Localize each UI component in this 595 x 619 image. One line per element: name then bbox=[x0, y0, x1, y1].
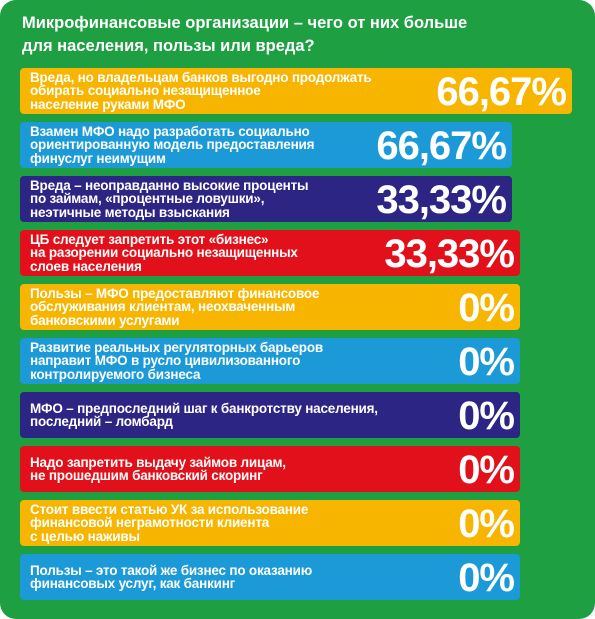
answer-line: финансовых услуг, как банкинг bbox=[30, 576, 236, 591]
answer-bar: ЦБ следует запретить этот «бизнес» на раз… bbox=[20, 230, 520, 276]
answer-line: обслуживания клиентам, неохваченным bbox=[30, 299, 296, 315]
answer-bar: Стоит ввести статью УК за использование ф… bbox=[20, 500, 520, 546]
answer-bar: Развитие реальных регуляторных барьеров н… bbox=[20, 338, 520, 384]
answer-line: Пользы – МФО предоставляют финансовое bbox=[30, 285, 320, 301]
answer-line: финуслуг неимущим bbox=[30, 150, 166, 166]
answer-text: Пользы – МФО предоставляют финансовое обс… bbox=[30, 284, 319, 330]
answer-line: финансовой неграмотности клиента bbox=[30, 515, 270, 531]
answer-line: Стоит ввести статью УК за использование bbox=[30, 501, 309, 517]
answer-line: контролируемого бизнеса bbox=[30, 366, 201, 382]
answer-text: Надо запретить выдачу займов лицам, не пр… bbox=[30, 446, 286, 492]
answer-line: с целью наживы bbox=[30, 528, 140, 544]
title-line: для населения, пользы или вреда? bbox=[22, 37, 315, 55]
answer-line: Развитие реальных регуляторных барьеров bbox=[30, 339, 323, 355]
answer-text: ЦБ следует запретить этот «бизнес» на раз… bbox=[30, 230, 298, 276]
answer-line: Вреда – неоправданно высокие проценты bbox=[30, 177, 309, 193]
answer-text: Стоит ввести статью УК за использование ф… bbox=[30, 500, 308, 546]
answer-line: МФО – предпоследний шаг к банкротству на… bbox=[30, 400, 378, 416]
title: Микрофинансовые организации – чего от ни… bbox=[22, 12, 467, 58]
answer-bar: Взамен МФО надо разработать социально ори… bbox=[20, 122, 512, 168]
answer-percent: 33,33% bbox=[384, 232, 515, 276]
answer-bar: Пользы – это такой же бизнес по оказанию… bbox=[20, 554, 520, 600]
answer-line: Надо запретить выдачу займов лицам, bbox=[30, 454, 286, 470]
answer-text: Взамен МФО надо разработать социально ори… bbox=[30, 122, 314, 168]
answer-percent: 0% bbox=[458, 502, 515, 546]
answer-line: Вреда, но владельцам банков выгодно прод… bbox=[30, 69, 372, 85]
answer-line: ориентированную модель предоставления bbox=[30, 137, 315, 153]
answer-text: Пользы – это такой же бизнес по оказанию… bbox=[30, 554, 312, 600]
answer-line: Взамен МФО надо разработать социально bbox=[30, 123, 310, 139]
answer-percent: 0% bbox=[458, 394, 515, 438]
answer-bar: Вреда – неоправданно высокие проценты по … bbox=[20, 176, 512, 222]
answer-line: обирать социально незащищенное bbox=[30, 83, 261, 99]
answer-percent: 0% bbox=[458, 448, 515, 492]
answer-text: Вреда, но владельцам банков выгодно прод… bbox=[30, 68, 372, 114]
answer-text: МФО – предпоследний шаг к банкротству на… bbox=[30, 392, 378, 438]
answer-line: неэтичные методы взыскания bbox=[30, 204, 230, 220]
answer-line: не прошедшим банковский скоринг bbox=[30, 468, 263, 483]
answer-percent: 66,67% bbox=[376, 124, 507, 168]
answer-line: Пользы – это такой же бизнес по оказанию bbox=[30, 562, 313, 578]
answer-bar: МФО – предпоследний шаг к банкротству на… bbox=[20, 392, 520, 438]
answer-text: Вреда – неоправданно высокие проценты по … bbox=[30, 176, 309, 222]
answer-text: Развитие реальных регуляторных барьеров н… bbox=[30, 338, 323, 384]
answer-line: последний – ломбард bbox=[30, 414, 173, 429]
answer-line: по займам, «процентные ловушки», bbox=[30, 191, 265, 207]
answer-line: на разорении социально незащищенных bbox=[30, 245, 298, 261]
answer-bar: Вреда, но владельцам банков выгодно прод… bbox=[20, 68, 572, 114]
answer-percent: 0% bbox=[458, 556, 515, 600]
answer-bar: Пользы – МФО предоставляют финансовое обс… bbox=[20, 284, 520, 330]
title-line: Микрофинансовые организации – чего от ни… bbox=[22, 14, 468, 32]
answer-line: население руками МФО bbox=[30, 96, 186, 112]
answer-percent: 33,33% bbox=[376, 178, 507, 222]
answer-line: ЦБ следует запретить этот «бизнес» bbox=[30, 231, 269, 247]
answer-line: банковскими услугами bbox=[30, 312, 180, 328]
answer-percent: 66,67% bbox=[436, 70, 567, 114]
answer-line: слоев населения bbox=[30, 258, 142, 274]
answer-line: направит МФО в русло цивилизованного bbox=[30, 353, 301, 369]
answer-percent: 0% bbox=[458, 340, 515, 384]
answer-bar: Надо запретить выдачу займов лицам, не пр… bbox=[20, 446, 520, 492]
answer-percent: 0% bbox=[458, 286, 515, 330]
